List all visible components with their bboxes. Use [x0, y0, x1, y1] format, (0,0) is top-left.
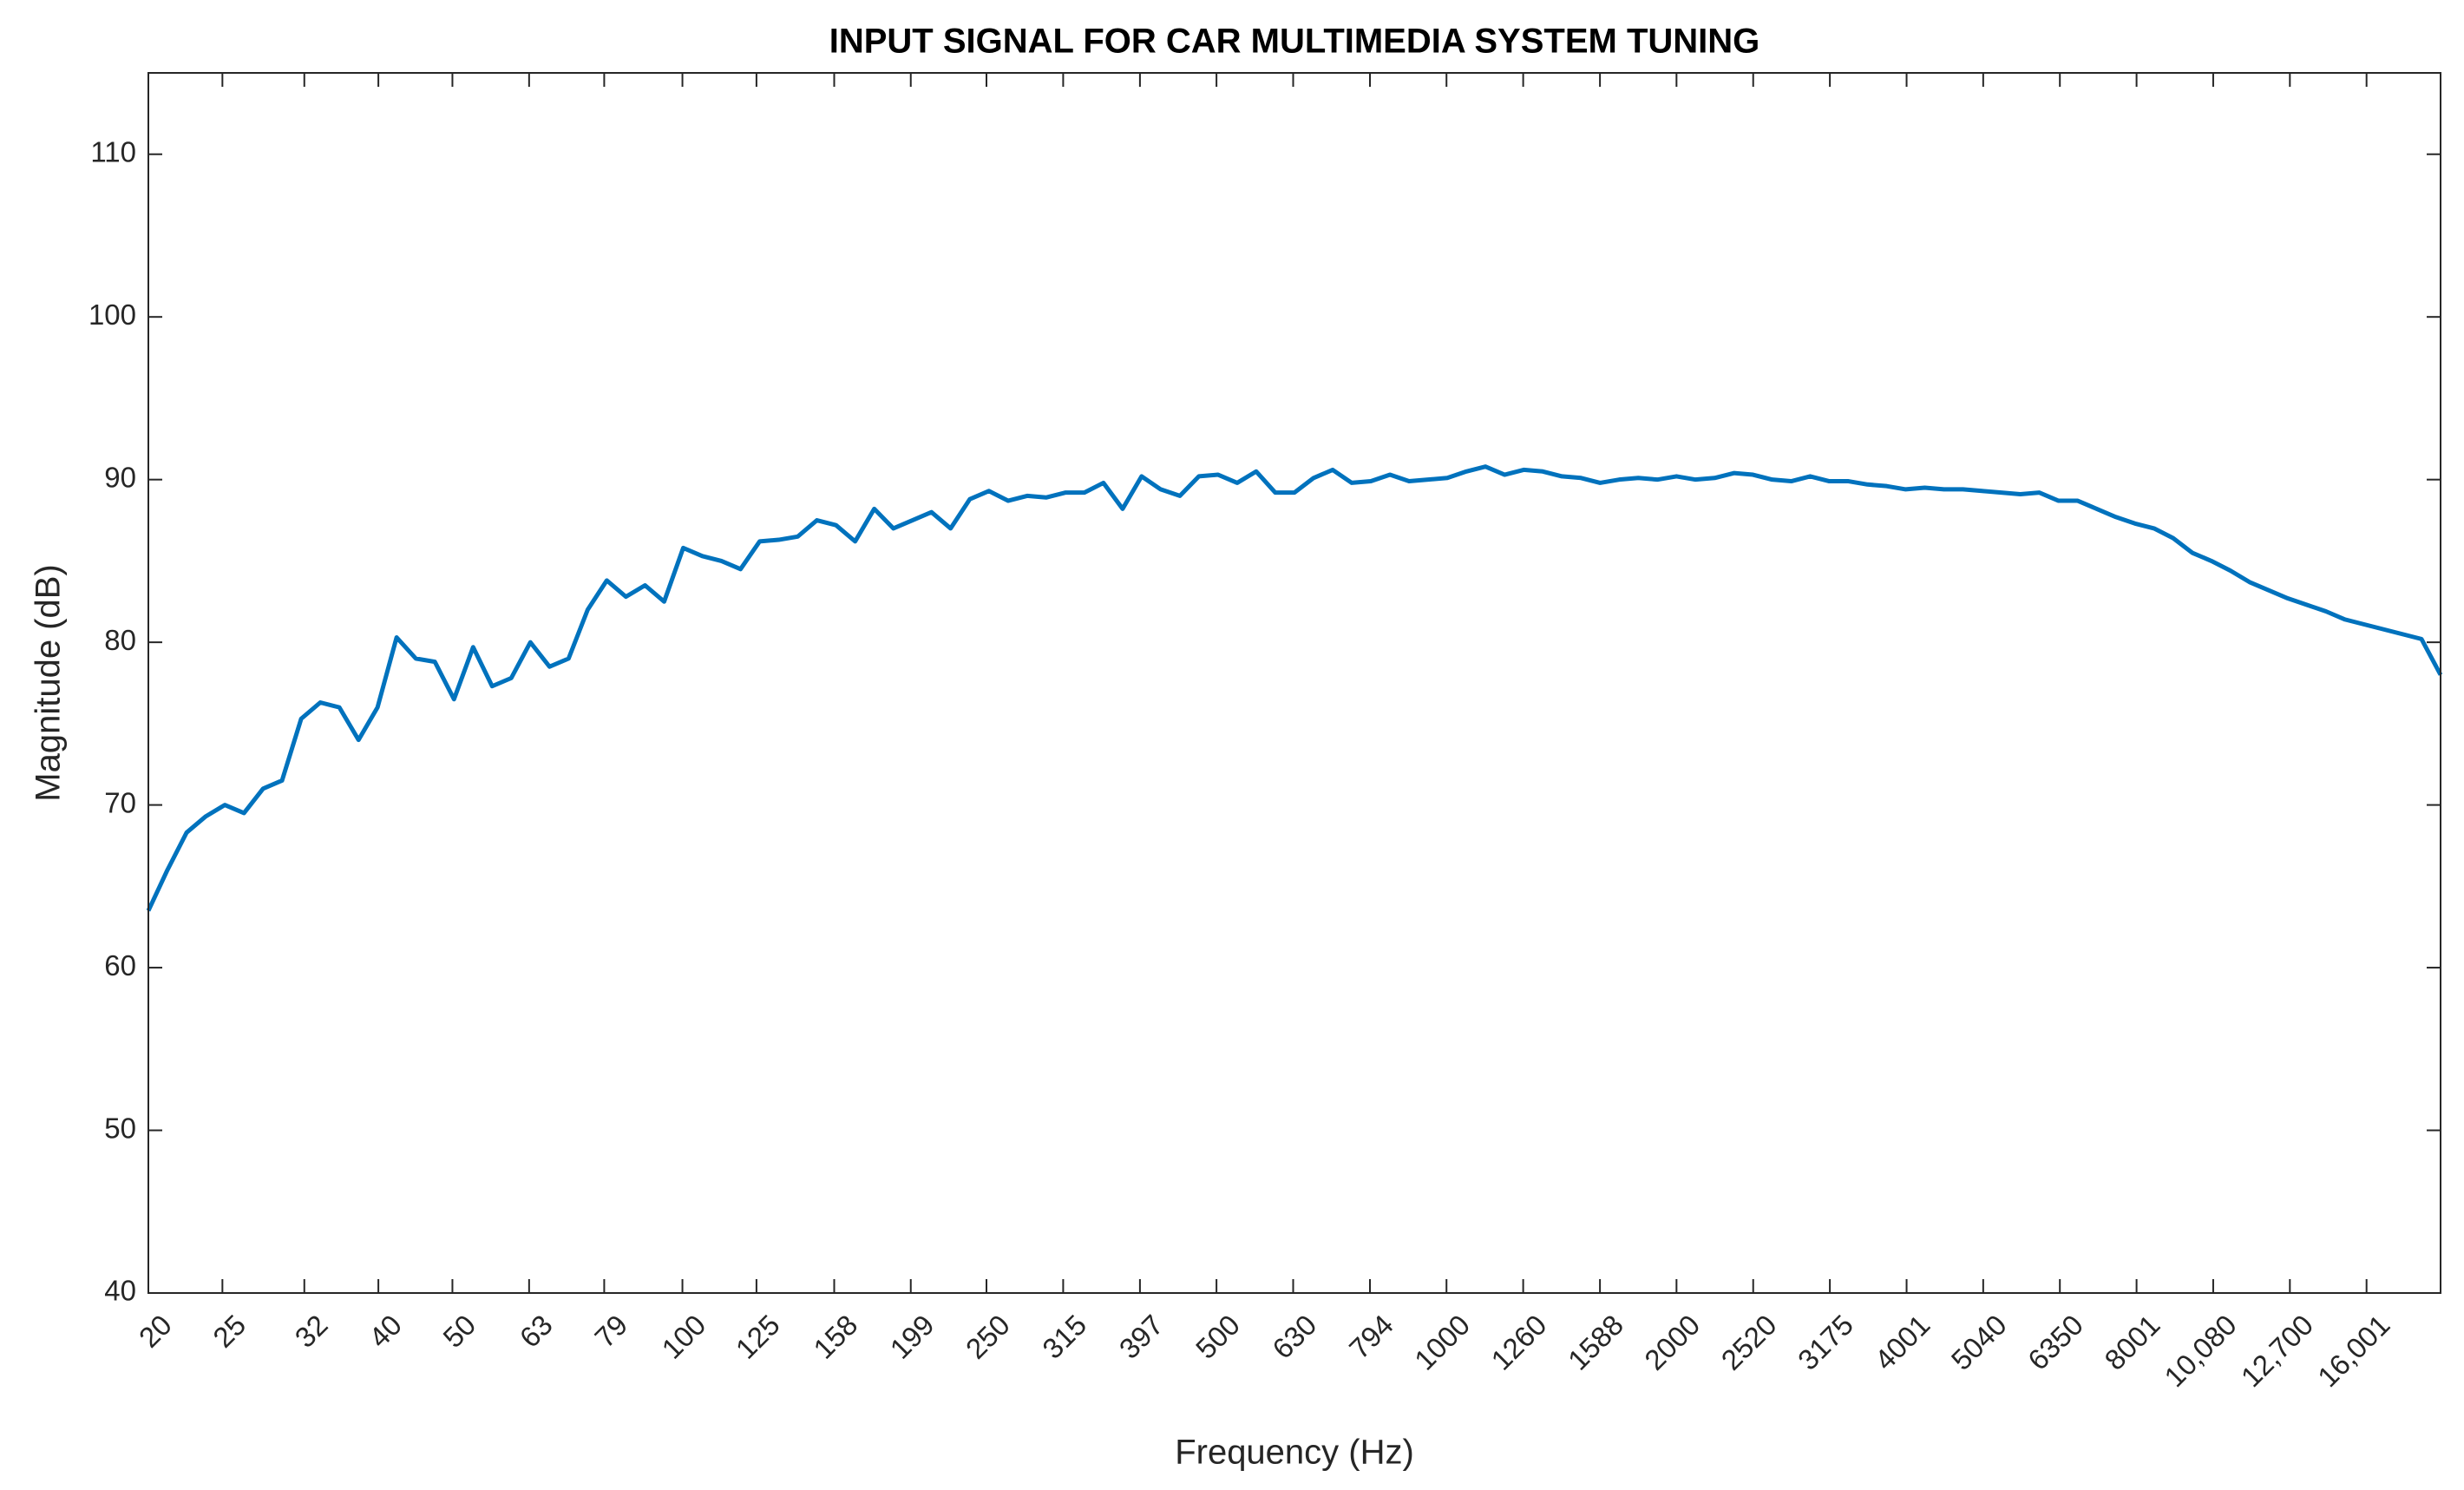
- y-tick-label: 90: [104, 461, 136, 493]
- x-axis-title: Frequency (Hz): [1175, 1434, 1414, 1472]
- y-tick-label: 60: [104, 949, 136, 981]
- y-tick-label: 40: [104, 1275, 136, 1307]
- y-tick-label: 50: [104, 1112, 136, 1144]
- y-tick-label: 70: [104, 786, 136, 818]
- y-tick-label: 110: [90, 135, 136, 167]
- chart-title: INPUT SIGNAL FOR CAR MULTIMEDIA SYSTEM T…: [829, 23, 1760, 61]
- data-line: [146, 464, 2443, 912]
- y-tick-label: 80: [104, 624, 136, 656]
- y-tick-label: 100: [88, 299, 136, 331]
- y-axis-title: Magnitude (dB): [29, 564, 68, 801]
- plot-frame: [147, 72, 2441, 1294]
